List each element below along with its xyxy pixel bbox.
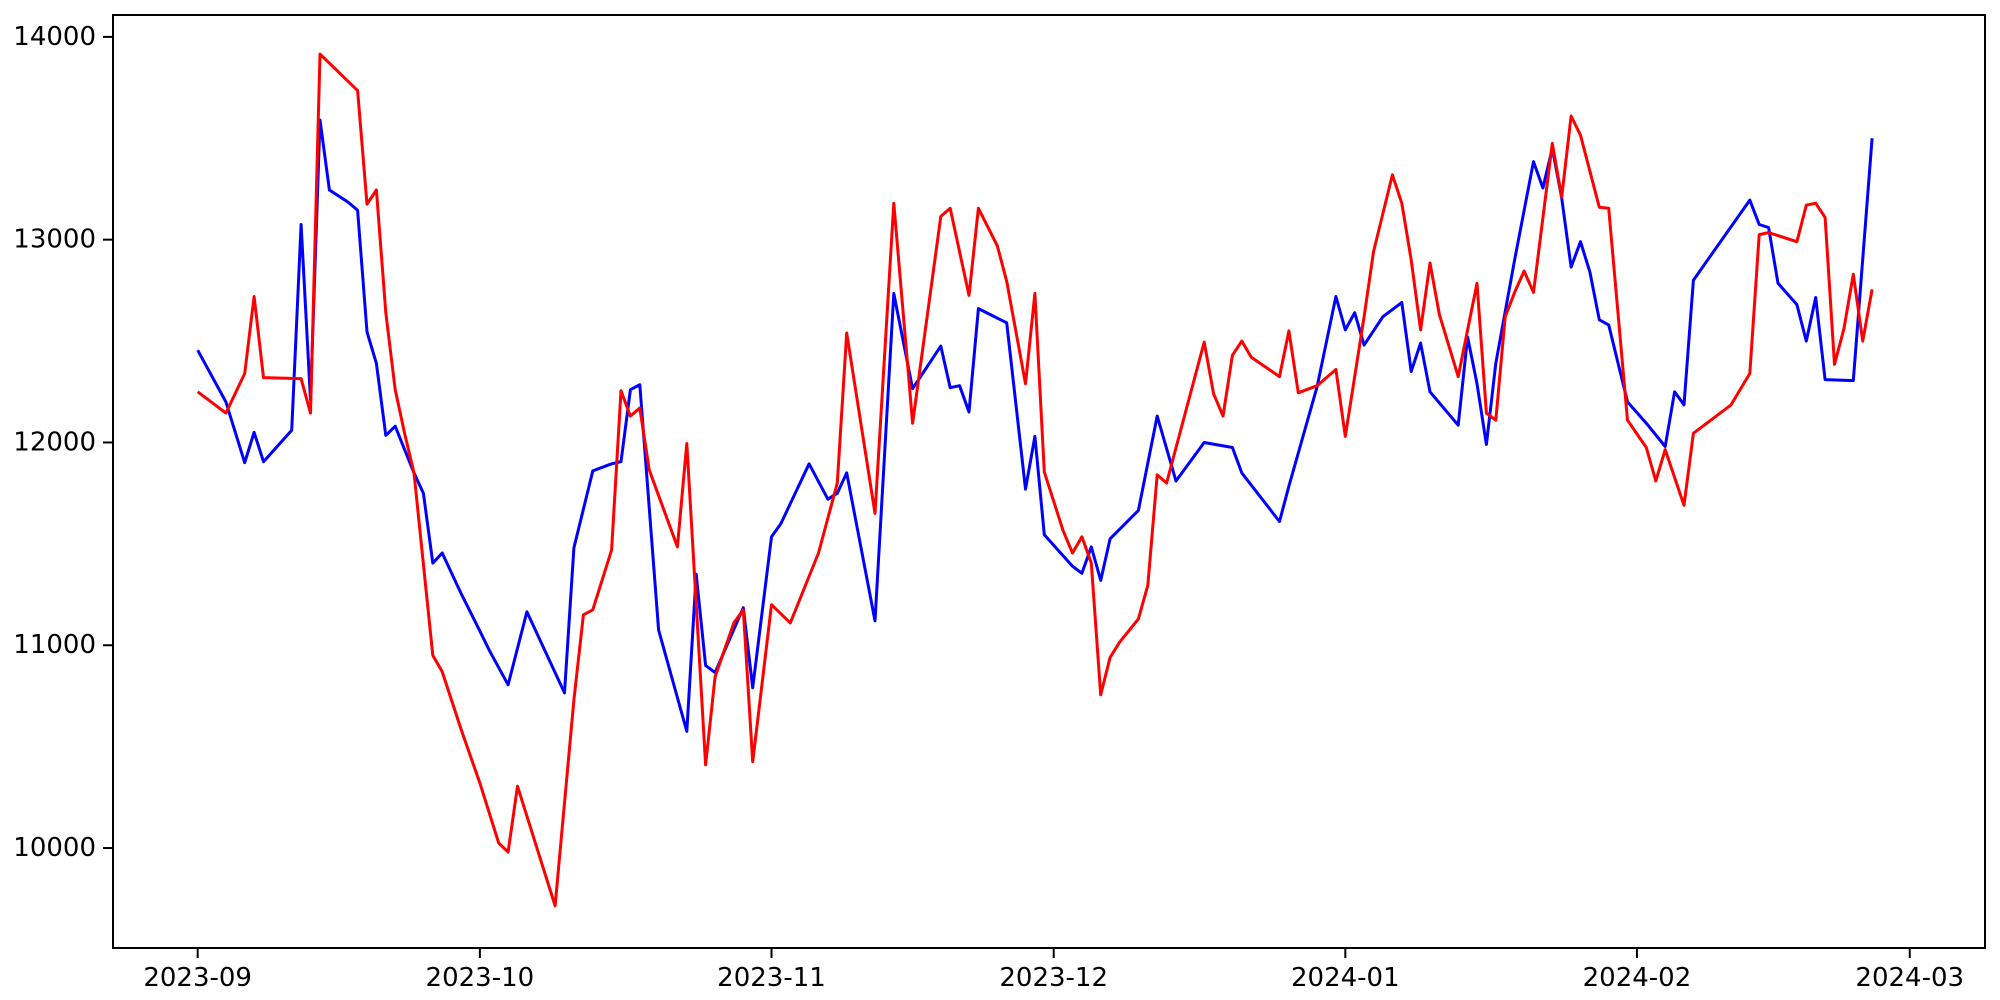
x-tick-label: 2024-02: [1583, 963, 1692, 993]
x-tick-label: 2023-11: [717, 963, 826, 993]
x-tick-label: 2023-12: [999, 963, 1108, 993]
axes-layer: 10000 11000 12000 13000 14000 2023-09 2023-10 2…: [13, 14, 1986, 993]
series-layer: [196, 52, 1874, 908]
y-tick-label: 10000: [13, 833, 96, 863]
plot-border: [112, 14, 1986, 949]
x-tick-label: 2023-10: [426, 963, 535, 993]
blue-series-line: [196, 118, 1874, 733]
x-tick-label: 2024-01: [1291, 963, 1400, 993]
x-tick-label: 2024-03: [1855, 963, 1964, 993]
y-tick-label: 13000: [13, 225, 96, 255]
red-series-line: [196, 52, 1874, 908]
x-tick-label: 2023-09: [143, 963, 252, 993]
y-tick-label: 14000: [13, 22, 96, 52]
y-tick-label: 11000: [13, 630, 96, 660]
y-tick-label: 12000: [13, 427, 96, 457]
